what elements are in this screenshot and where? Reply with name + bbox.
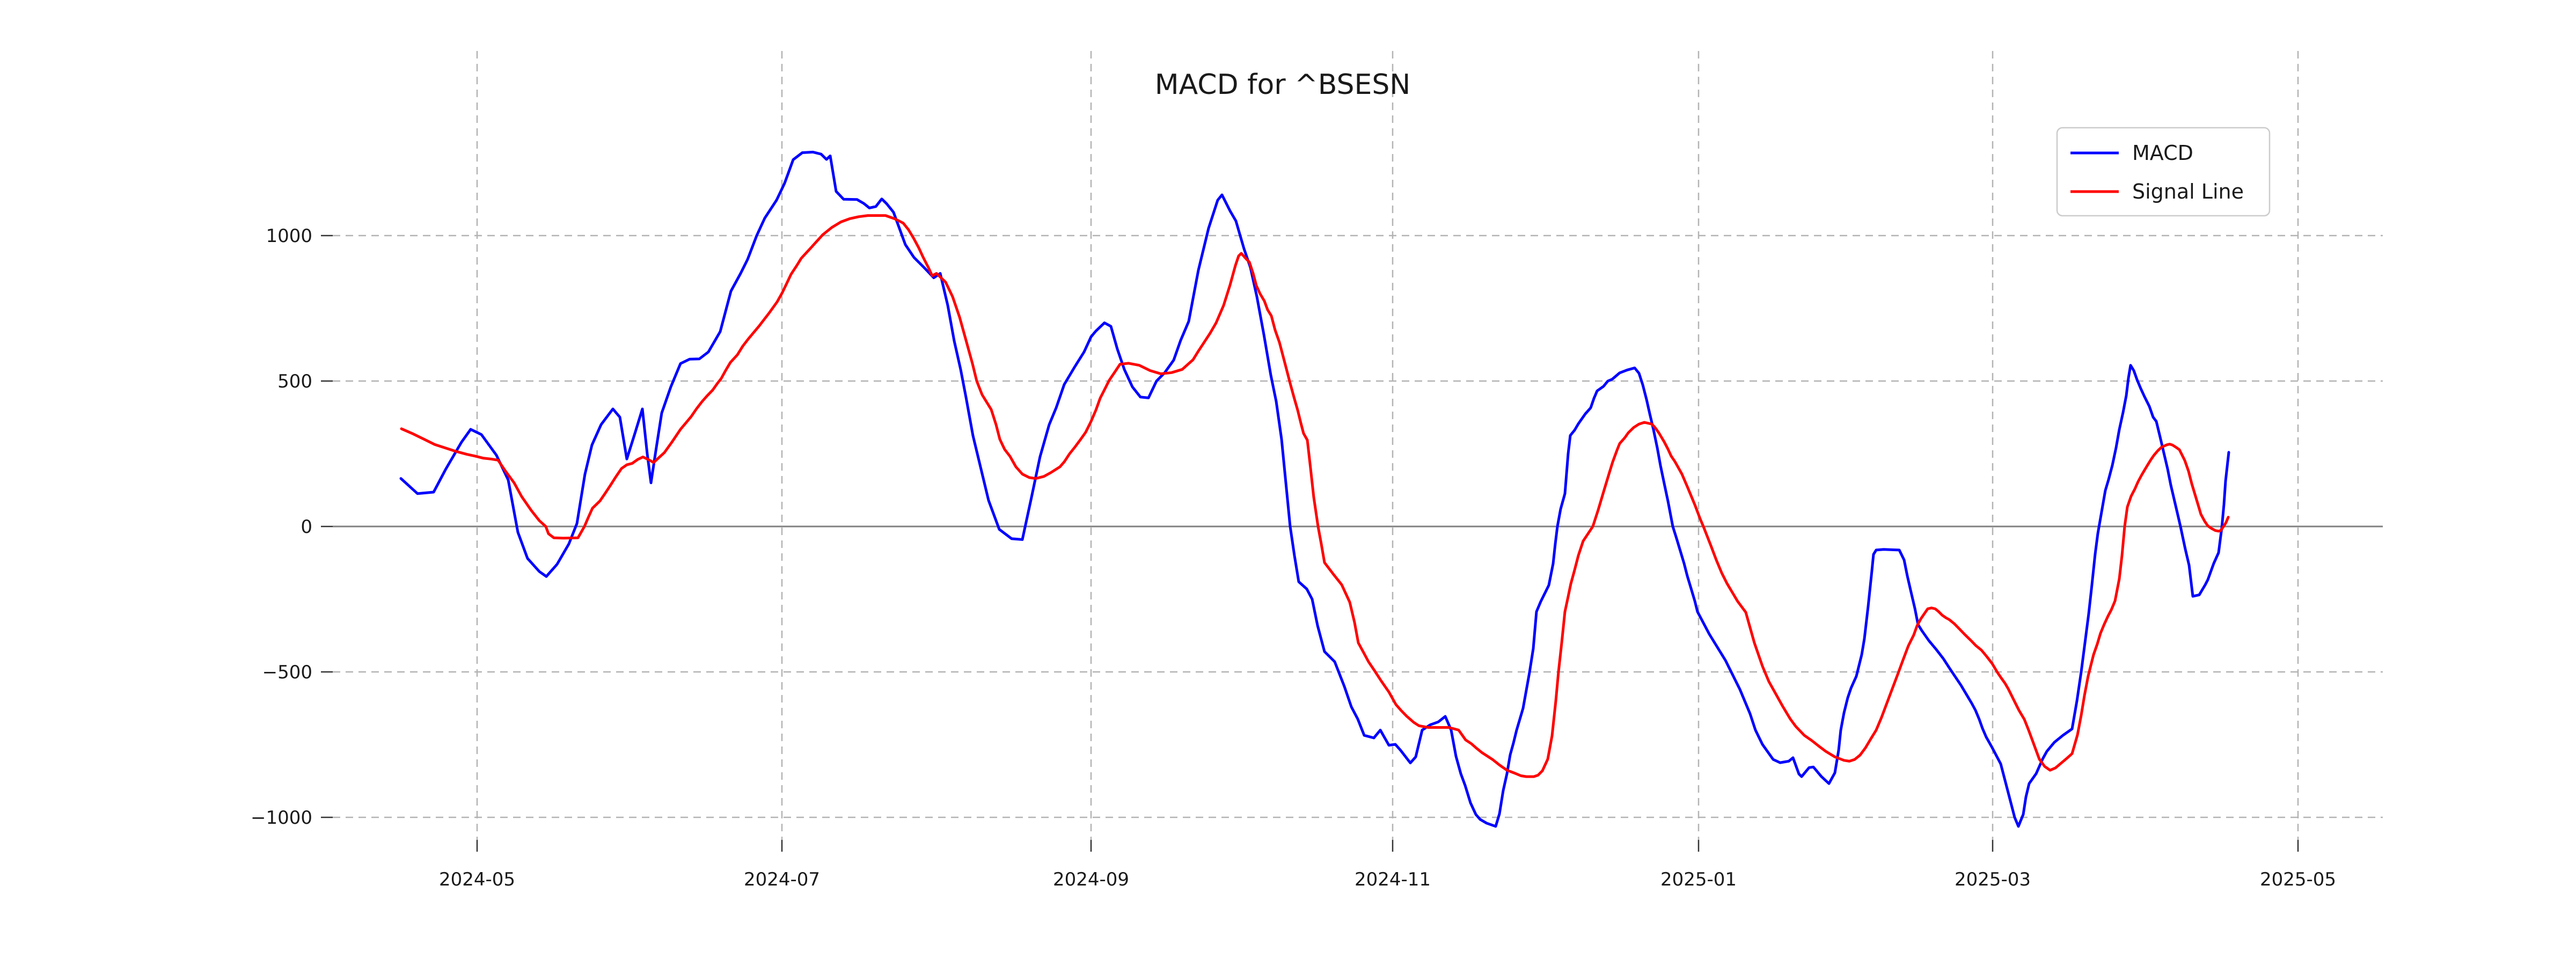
x-tick-label: 2024-11 xyxy=(1355,869,1431,890)
x-tick-label: 2025-01 xyxy=(1660,869,1737,890)
x-tick-label: 2024-09 xyxy=(1053,869,1129,890)
y-tick-label: −1000 xyxy=(251,807,312,829)
series-layer xyxy=(399,150,2230,828)
y-tick-label: 1000 xyxy=(266,225,312,247)
y-tick-label: 500 xyxy=(277,371,312,392)
y-tick-label: 0 xyxy=(301,516,312,538)
chart-title: MACD for ^BSESN xyxy=(1155,69,1411,101)
legend-label: MACD xyxy=(2132,141,2193,165)
x-tick-label: 2025-05 xyxy=(2260,869,2336,890)
legend-box xyxy=(2056,127,2271,217)
legend-label: Signal Line xyxy=(2132,180,2244,203)
axis-layer: 2024-05 2024-07 2024-09 2024-11 2025-01 2025-… xyxy=(251,225,2336,890)
series-line-signal-line xyxy=(400,214,2230,778)
legend: MACD Signal Line xyxy=(2056,127,2271,217)
x-tick-label: 2024-05 xyxy=(439,869,515,890)
series-line-macd xyxy=(399,150,2230,828)
x-tick-label: 2024-07 xyxy=(744,869,820,890)
x-tick-label: 2025-03 xyxy=(1955,869,2031,890)
y-tick-label: −500 xyxy=(262,662,312,683)
